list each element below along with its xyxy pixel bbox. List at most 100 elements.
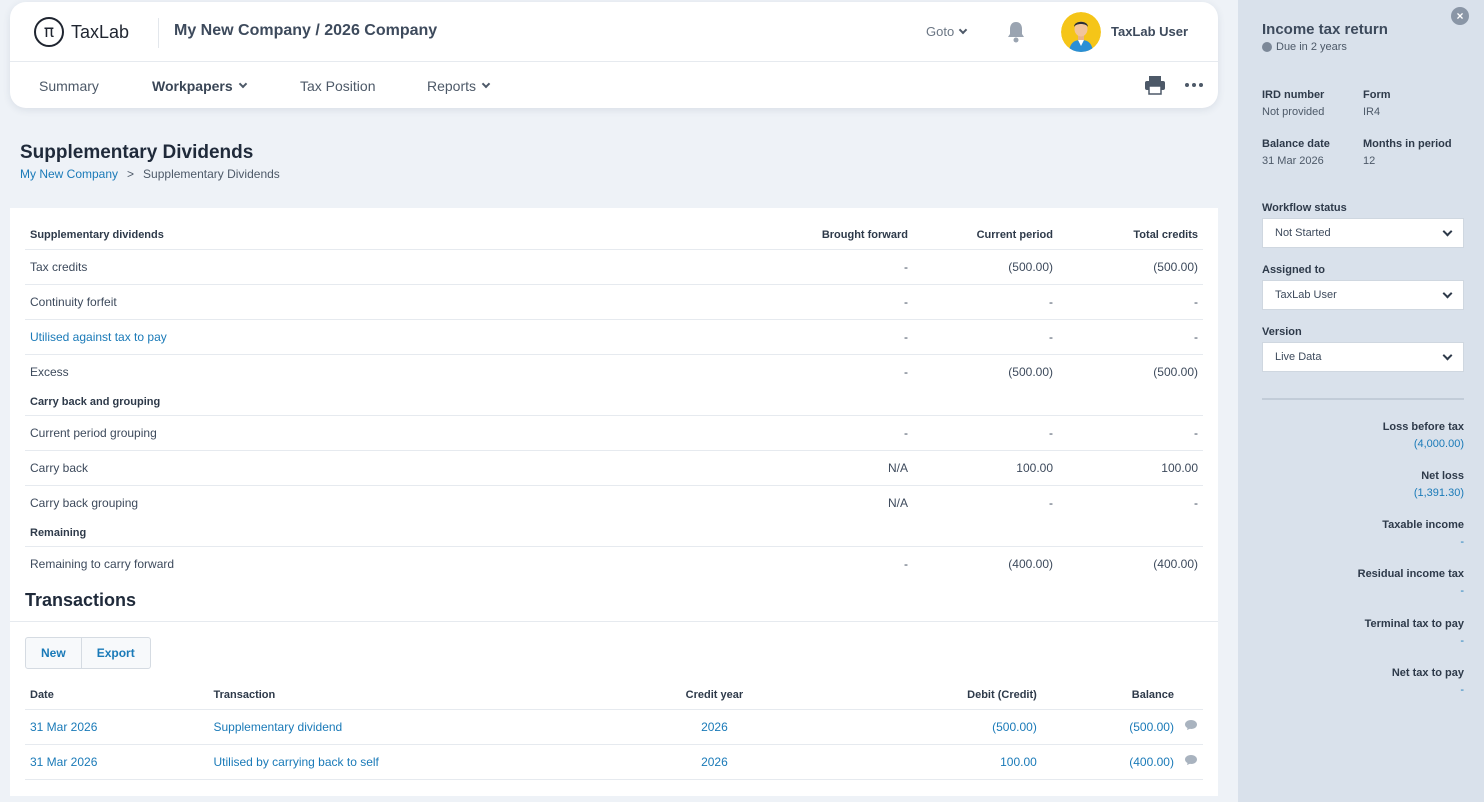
tx-debit[interactable]: (500.00) [783, 709, 1042, 745]
export-button[interactable]: Export [80, 638, 150, 668]
ird-label: IRD number [1262, 89, 1325, 101]
cell-current-period: (500.00) [913, 249, 1058, 285]
cell-brought-forward: - [763, 415, 913, 451]
nav-workpapers[interactable]: Workpapers [152, 78, 247, 94]
tx-balance[interactable]: (400.00) [1041, 744, 1179, 780]
column-header: Current period [913, 222, 1058, 250]
taxlab-logo[interactable]: π TaxLab [34, 16, 129, 48]
cell-current-period: (400.00) [1008, 556, 1053, 571]
divider [1262, 398, 1464, 400]
months-value: 12 [1363, 155, 1376, 167]
table-row: Continuity forfeit - - - [25, 284, 1203, 320]
cell-current-period: - [913, 415, 1058, 451]
tx-debit[interactable]: 100.00 [783, 744, 1042, 780]
main-card: Supplementary dividends Brought forward … [10, 208, 1218, 796]
workflow-status-value: Not Started [1275, 227, 1331, 239]
goto-dropdown[interactable]: Goto [926, 24, 968, 39]
cell-brought-forward: N/A [887, 495, 908, 510]
cell-current-period: - [913, 319, 1058, 355]
chevron-down-icon [238, 79, 247, 89]
comment-cell [1178, 709, 1203, 745]
column-header: Total credits [1058, 222, 1203, 250]
transactions-table: Date Transaction Credit year Debit (Cred… [25, 682, 1203, 780]
tx-date-link[interactable]: 31 Mar 2026 [25, 709, 209, 745]
version-select[interactable]: Live Data [1262, 342, 1464, 372]
summary-value-link[interactable]: (1,391.30) [1413, 487, 1464, 499]
row-label: Remaining to carry forward [30, 556, 175, 571]
table-header-row: Supplementary dividends Brought forward … [25, 222, 1203, 250]
cell-brought-forward: - [904, 364, 908, 379]
table-header-row: Date Transaction Credit year Debit (Cred… [25, 682, 1203, 710]
income-tax-return-panel: × Income tax return Due in 2 years IRD n… [1238, 0, 1484, 802]
utilised-against-tax-link[interactable]: Utilised against tax to pay [25, 319, 763, 355]
tx-transaction-link[interactable]: Utilised by carrying back to self [208, 744, 645, 780]
column-header: Date [25, 682, 209, 710]
transactions-toolbar: New Export [25, 637, 151, 669]
logo-divider [158, 18, 159, 48]
transactions-title: Transactions [25, 590, 137, 610]
group-header: Remaining [25, 520, 1203, 547]
summary-value-link[interactable]: (4,000.00) [1413, 438, 1464, 450]
header-top-row: π TaxLab My New Company / 2026 Company G… [10, 2, 1218, 62]
row-label: Continuity forfeit [25, 284, 763, 320]
table-row: Remaining to carry forward - (400.00) (4… [25, 546, 1203, 581]
nav-tax-position[interactable]: Tax Position [300, 78, 375, 94]
comment-icon[interactable] [1184, 754, 1198, 766]
goto-label: Goto [926, 24, 955, 39]
tx-credit-year[interactable]: 2026 [644, 709, 784, 745]
supplementary-dividends-table: Supplementary dividends Brought forward … [25, 222, 1203, 581]
nav-summary-label: Summary [39, 78, 99, 94]
divider [10, 621, 1218, 622]
tx-transaction-link[interactable]: Supplementary dividend [208, 709, 645, 745]
breadcrumb: My New Company > Supplementary Dividends [20, 167, 280, 181]
breadcrumb-company-link[interactable]: My New Company [20, 167, 119, 181]
new-button[interactable]: New [26, 638, 81, 668]
summary-value-link[interactable]: - [1460, 536, 1464, 548]
cell-brought-forward: - [763, 319, 913, 355]
summary-label: Net loss [1421, 470, 1464, 482]
more-options-icon[interactable] [1184, 75, 1204, 95]
cell-brought-forward: - [763, 249, 913, 285]
assigned-to-value: TaxLab User [1275, 289, 1337, 301]
app-header: π TaxLab My New Company / 2026 Company G… [10, 2, 1218, 108]
row-label: Current period grouping [25, 415, 763, 451]
nav-summary[interactable]: Summary [39, 78, 99, 94]
cell-total-credits: (500.00) [1153, 364, 1198, 379]
panel-title: Income tax return [1262, 21, 1388, 38]
nav-reports[interactable]: Reports [427, 78, 491, 94]
table-row: Carry back N/A 100.00 100.00 [25, 450, 1203, 486]
user-name[interactable]: TaxLab User [1111, 24, 1189, 39]
avatar[interactable] [1061, 12, 1101, 52]
chevron-down-icon [1442, 288, 1453, 298]
row-label: Carry back [25, 450, 763, 486]
summary-value-link[interactable]: - [1460, 635, 1464, 647]
balance-date-label: Balance date [1262, 138, 1330, 150]
close-icon[interactable]: × [1451, 7, 1469, 25]
logo-pi-icon: π [34, 17, 64, 47]
summary-value-link[interactable]: - [1460, 585, 1464, 597]
summary-value-link[interactable]: - [1460, 684, 1464, 696]
cell-current-period: - [913, 284, 1058, 320]
cell-brought-forward: - [904, 556, 908, 571]
bell-icon[interactable] [1006, 21, 1026, 43]
column-header: Credit year [644, 682, 784, 710]
print-icon[interactable] [1144, 75, 1166, 95]
group-header: Carry back and grouping [25, 389, 1203, 416]
workflow-status-select[interactable]: Not Started [1262, 218, 1464, 248]
cell-total-credits: 100.00 [1058, 450, 1203, 486]
tx-credit-year[interactable]: 2026 [644, 744, 784, 780]
breadcrumb-current: Supplementary Dividends [143, 167, 280, 181]
company-title: My New Company / 2026 Company [174, 22, 438, 39]
comment-icon[interactable] [1184, 719, 1198, 731]
table-row: Utilised against tax to pay - - - [25, 319, 1203, 355]
table-row: 31 Mar 2026 Utilised by carrying back to… [25, 744, 1203, 780]
form-value: IR4 [1363, 106, 1381, 118]
row-label: Excess [30, 364, 69, 379]
cell-total-credits: - [1058, 284, 1203, 320]
assigned-to-select[interactable]: TaxLab User [1262, 280, 1464, 310]
tx-balance[interactable]: (500.00) [1041, 709, 1179, 745]
cell-total-credits: (500.00) [1058, 249, 1203, 285]
balance-date-value: 31 Mar 2026 [1262, 155, 1324, 167]
tx-date-link[interactable]: 31 Mar 2026 [25, 744, 209, 780]
ird-value: Not provided [1262, 106, 1325, 118]
